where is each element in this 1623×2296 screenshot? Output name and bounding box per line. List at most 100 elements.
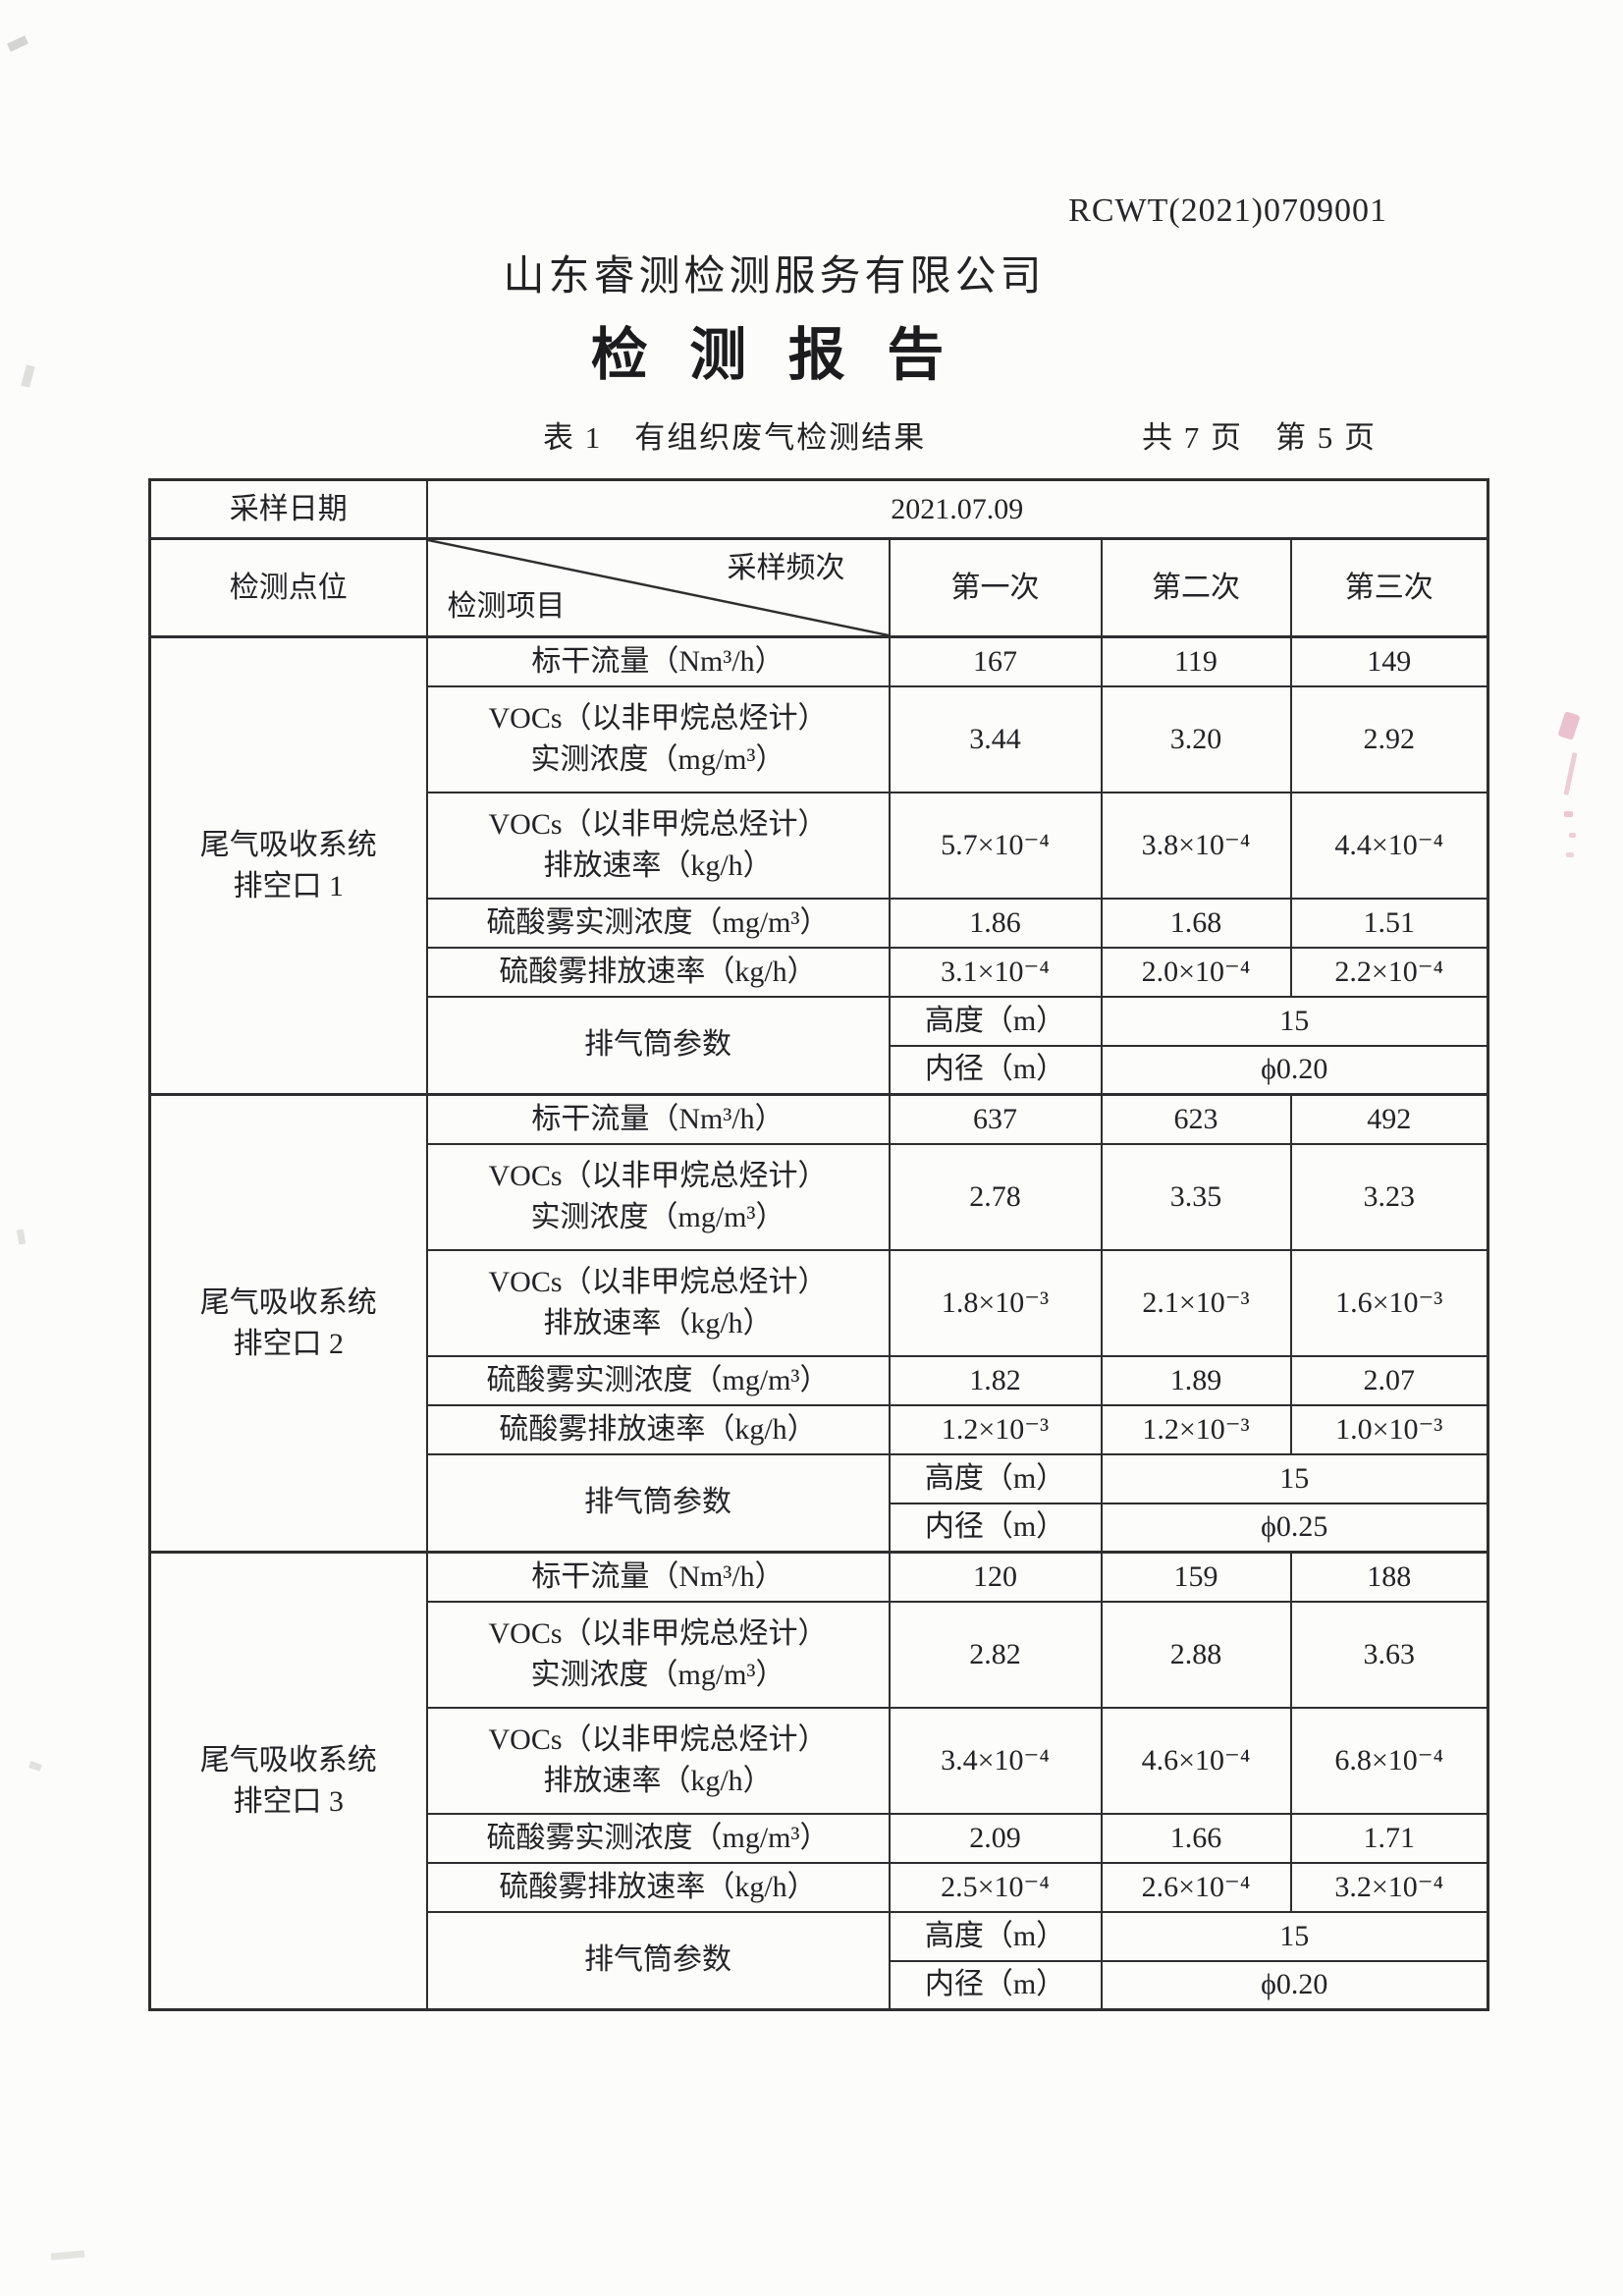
stack-height-label: 高度（m）: [888, 995, 1103, 1047]
diagonal-header: 采样频次 检测项目: [425, 537, 891, 638]
item-label: 硫酸雾排放速率（kg/h）: [425, 946, 891, 998]
value-cell: 2.2×10⁻⁴: [1289, 946, 1489, 998]
stack-height-value: 15: [1100, 1452, 1489, 1504]
value-cell: 2.1×10⁻³: [1100, 1248, 1292, 1357]
run-2-header: 第二次: [1100, 537, 1292, 638]
value-cell: 5.7×10⁻⁴: [888, 791, 1103, 900]
value-cell: 1.66: [1100, 1812, 1292, 1864]
value-cell: 3.8×10⁻⁴: [1100, 791, 1292, 900]
results-table: 采样日期 2021.07.09 检测点位 采样频次 检测项目 第一次 第二次 第…: [148, 478, 1489, 2011]
value-cell: 3.63: [1289, 1600, 1489, 1709]
stack-diameter-label: 内径（m）: [888, 1502, 1103, 1554]
value-cell: 149: [1289, 635, 1489, 687]
item-label: VOCs（以非甲烷总烃计） 实测浓度（mg/m³）: [425, 1142, 891, 1251]
item-label: VOCs（以非甲烷总烃计） 排放速率（kg/h）: [425, 791, 891, 900]
item-label: VOCs（以非甲烷总烃计） 实测浓度（mg/m³）: [425, 684, 891, 793]
scan-artifact: [7, 35, 28, 52]
value-cell: 119: [1100, 635, 1292, 687]
stack-diameter-value: ϕ0.20: [1100, 1044, 1489, 1096]
monitoring-point-label: 尾气吸收系统 排空口 1: [148, 635, 428, 1096]
value-cell: 4.4×10⁻⁴: [1289, 791, 1489, 900]
scan-artifact: [1569, 833, 1576, 838]
item-label: 标干流量（Nm³/h）: [425, 1093, 891, 1145]
value-cell: 3.1×10⁻⁴: [888, 946, 1103, 998]
item-label: VOCs（以非甲烷总烃计） 排放速率（kg/h）: [425, 1706, 891, 1815]
scan-artifact: [1557, 711, 1581, 740]
value-cell: 2.07: [1289, 1354, 1489, 1406]
item-header-label: 检测项目: [447, 590, 566, 623]
value-cell: 2.92: [1289, 684, 1489, 793]
scan-artifact: [1563, 751, 1578, 796]
value-cell: 3.35: [1100, 1142, 1292, 1251]
item-label: 硫酸雾排放速率（kg/h）: [425, 1403, 891, 1455]
value-cell: 1.71: [1289, 1812, 1489, 1864]
run-3-header: 第三次: [1289, 537, 1489, 638]
stack-diameter-value: ϕ0.20: [1100, 1959, 1489, 2011]
scan-artifact: [16, 1229, 27, 1245]
item-label: 硫酸雾实测浓度（mg/m³）: [425, 1812, 891, 1864]
value-cell: 167: [888, 635, 1103, 687]
value-cell: 188: [1289, 1551, 1489, 1603]
company-name: 山东睿测检测服务有限公司: [503, 254, 1046, 300]
value-cell: 3.2×10⁻⁴: [1289, 1861, 1489, 1913]
value-cell: 2.78: [888, 1142, 1103, 1251]
stack-params-label: 排气筒参数: [425, 1452, 891, 1554]
value-cell: 1.51: [1289, 897, 1489, 949]
value-cell: 2.6×10⁻⁴: [1100, 1861, 1292, 1913]
report-number: RCWT(2021)0709001: [1068, 192, 1387, 229]
item-label: VOCs（以非甲烷总烃计） 排放速率（kg/h）: [425, 1248, 891, 1357]
value-cell: 159: [1100, 1551, 1292, 1603]
value-cell: 1.2×10⁻³: [1100, 1403, 1292, 1455]
value-cell: 6.8×10⁻⁴: [1289, 1706, 1489, 1815]
item-label: 硫酸雾排放速率（kg/h）: [425, 1861, 891, 1913]
item-label: VOCs（以非甲烷总烃计） 实测浓度（mg/m³）: [425, 1600, 891, 1709]
stack-height-value: 15: [1100, 1910, 1489, 1962]
item-label: 标干流量（Nm³/h）: [425, 635, 891, 687]
value-cell: 1.8×10⁻³: [888, 1248, 1103, 1357]
diagonal-line-icon: [427, 540, 889, 635]
value-cell: 2.88: [1100, 1600, 1292, 1709]
value-cell: 4.6×10⁻⁴: [1100, 1706, 1292, 1815]
value-cell: 3.44: [888, 684, 1103, 793]
value-cell: 1.89: [1100, 1354, 1292, 1406]
stack-height-label: 高度（m）: [888, 1452, 1103, 1504]
value-cell: 492: [1289, 1093, 1489, 1145]
monitoring-point-label: 尾气吸收系统 排空口 3: [148, 1551, 428, 2011]
item-label: 标干流量（Nm³/h）: [425, 1551, 891, 1603]
sampling-date-value: 2021.07.09: [425, 478, 1489, 540]
scan-artifact: [28, 1761, 42, 1772]
stack-params-label: 排气筒参数: [425, 995, 891, 1096]
frequency-header-label: 采样频次: [727, 552, 845, 584]
stack-diameter-value: ϕ0.25: [1100, 1502, 1489, 1554]
value-cell: 2.09: [888, 1812, 1103, 1864]
scan-artifact: [1564, 811, 1573, 817]
item-label: 硫酸雾实测浓度（mg/m³）: [425, 1354, 891, 1406]
stack-height-value: 15: [1100, 995, 1489, 1047]
sampling-date-label: 采样日期: [148, 478, 428, 540]
point-column-header: 检测点位: [148, 537, 428, 638]
value-cell: 1.86: [888, 897, 1103, 949]
value-cell: 120: [888, 1551, 1103, 1603]
stack-height-label: 高度（m）: [888, 1910, 1103, 1962]
page-indicator: 共 7 页 第 5 页: [1142, 420, 1377, 455]
stack-diameter-label: 内径（m）: [888, 1959, 1103, 2011]
value-cell: 1.0×10⁻³: [1289, 1403, 1489, 1455]
value-cell: 637: [888, 1093, 1103, 1145]
value-cell: 1.68: [1100, 897, 1292, 949]
value-cell: 3.20: [1100, 684, 1292, 793]
run-1-header: 第一次: [888, 537, 1103, 638]
scan-artifact: [50, 2250, 85, 2261]
scan-artifact: [1566, 852, 1574, 857]
stack-params-label: 排气筒参数: [425, 1910, 891, 2011]
value-cell: 2.82: [888, 1600, 1103, 1709]
value-cell: 623: [1100, 1093, 1292, 1145]
table-caption: 表 1 有组织废气检测结果: [543, 420, 927, 455]
value-cell: 2.0×10⁻⁴: [1100, 946, 1292, 998]
value-cell: 3.4×10⁻⁴: [888, 1706, 1103, 1815]
monitoring-point-label: 尾气吸收系统 排空口 2: [148, 1093, 428, 1554]
value-cell: 3.23: [1289, 1142, 1489, 1251]
item-label: 硫酸雾实测浓度（mg/m³）: [425, 897, 891, 949]
report-title: 检 测 报 告: [590, 323, 958, 387]
stack-diameter-label: 内径（m）: [888, 1044, 1103, 1096]
